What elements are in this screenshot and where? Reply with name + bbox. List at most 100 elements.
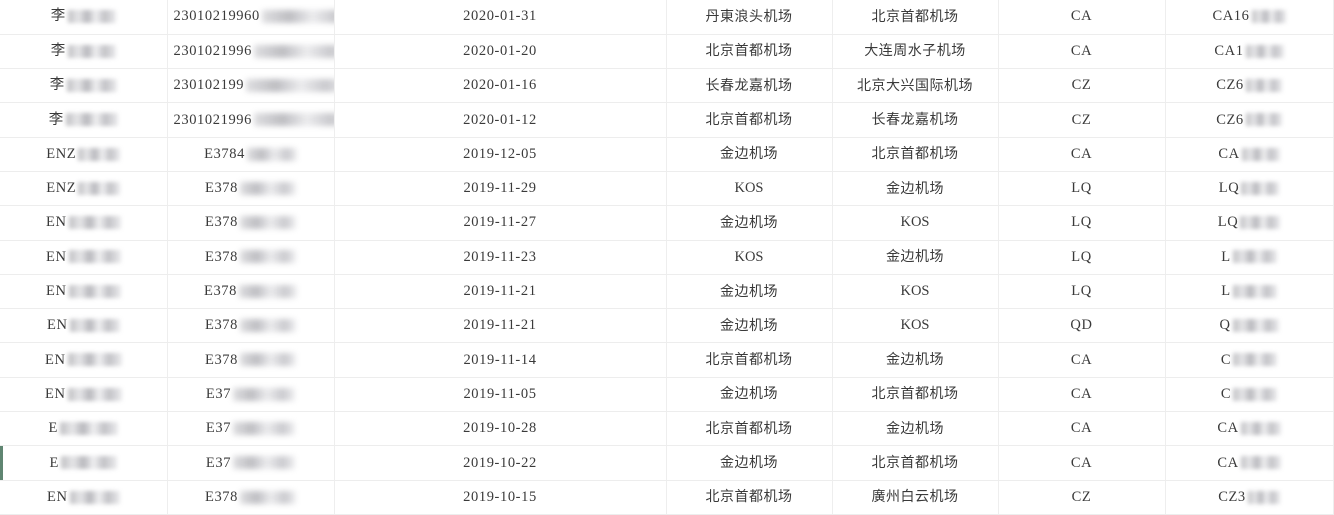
cell-id-number[interactable]: E378	[167, 480, 335, 515]
cell-name[interactable]: EN	[0, 205, 168, 241]
cell-id-number[interactable]: E37	[167, 377, 335, 413]
cell-departure-airport[interactable]: 金边机场	[666, 445, 833, 481]
cell-airline-code[interactable]: CA	[998, 0, 1166, 35]
cell-flight-number[interactable]: CZ6	[1165, 102, 1334, 138]
cell-departure-airport[interactable]: 北京首都机场	[666, 102, 833, 138]
cell-date[interactable]: 2019-11-21	[334, 274, 667, 310]
cell-airline-code[interactable]: QD	[998, 308, 1166, 344]
cell-departure-airport[interactable]: 金边机场	[666, 205, 833, 241]
cell-airline-code[interactable]: CZ	[998, 102, 1166, 138]
cell-arrival-airport[interactable]: KOS	[832, 308, 999, 344]
cell-name[interactable]: E	[0, 445, 168, 481]
cell-departure-airport[interactable]: 长春龙嘉机场	[666, 68, 833, 104]
cell-arrival-airport[interactable]: 大连周水子机场	[832, 34, 999, 70]
cell-departure-airport[interactable]: 金边机场	[666, 137, 833, 172]
cell-id-number[interactable]: E378	[167, 171, 335, 207]
cell-name[interactable]: ENZ	[0, 171, 168, 207]
cell-departure-airport[interactable]: 北京首都机场	[666, 342, 833, 378]
cell-id-number[interactable]: E378	[167, 274, 335, 310]
cell-arrival-airport[interactable]: 北京大兴国际机场	[832, 68, 999, 104]
cell-flight-number[interactable]: C	[1165, 377, 1334, 413]
cell-flight-number[interactable]: CZ6	[1165, 68, 1334, 104]
cell-flight-number[interactable]: Q	[1165, 308, 1334, 344]
cell-flight-number[interactable]: CA	[1165, 137, 1334, 172]
table-row[interactable]: 李 2301021996 2020-01-12 北京首都机场 长春龙嘉机场 CZ CZ6	[0, 102, 1334, 138]
cell-airline-code[interactable]: CA	[998, 411, 1166, 447]
cell-departure-airport[interactable]: 金边机场	[666, 308, 833, 344]
cell-id-number[interactable]: E37	[167, 411, 335, 447]
cell-date[interactable]: 2019-11-05	[334, 377, 667, 413]
cell-departure-airport[interactable]: KOS	[666, 240, 833, 275]
cell-airline-code[interactable]: LQ	[998, 171, 1166, 207]
cell-flight-number[interactable]: CA1	[1165, 34, 1334, 70]
cell-departure-airport[interactable]: 北京首都机场	[666, 34, 833, 70]
cell-airline-code[interactable]: CA	[998, 445, 1166, 481]
cell-airline-code[interactable]: CA	[998, 377, 1166, 413]
cell-date[interactable]: 2019-10-22	[334, 445, 667, 481]
cell-airline-code[interactable]: LQ	[998, 274, 1166, 310]
cell-departure-airport[interactable]: 丹東浪头机场	[666, 0, 833, 35]
cell-arrival-airport[interactable]: 金边机场	[832, 171, 999, 207]
cell-date[interactable]: 2020-01-31	[334, 0, 667, 35]
cell-flight-number[interactable]: C	[1165, 342, 1334, 378]
cell-name[interactable]: EN	[0, 342, 168, 378]
cell-date[interactable]: 2019-11-21	[334, 308, 667, 344]
cell-date[interactable]: 2020-01-16	[334, 68, 667, 104]
cell-arrival-airport[interactable]: 北京首都机场	[832, 445, 999, 481]
cell-id-number[interactable]: 23010219960	[167, 0, 335, 35]
cell-name[interactable]: 李	[0, 102, 168, 138]
cell-airline-code[interactable]: LQ	[998, 205, 1166, 241]
cell-flight-number[interactable]: LQ	[1165, 171, 1334, 207]
cell-airline-code[interactable]: CZ	[998, 68, 1166, 104]
cell-date[interactable]: 2019-11-27	[334, 205, 667, 241]
cell-arrival-airport[interactable]: 金边机场	[832, 342, 999, 378]
cell-arrival-airport[interactable]: 北京首都机场	[832, 0, 999, 35]
cell-id-number[interactable]: 230102199	[167, 68, 335, 104]
cell-date[interactable]: 2020-01-12	[334, 102, 667, 138]
cell-date[interactable]: 2019-11-14	[334, 342, 667, 378]
cell-arrival-airport[interactable]: 北京首都机场	[832, 377, 999, 413]
cell-arrival-airport[interactable]: KOS	[832, 205, 999, 241]
cell-name[interactable]: EN	[0, 308, 168, 344]
cell-flight-number[interactable]: CA	[1165, 411, 1334, 447]
cell-arrival-airport[interactable]: 金边机场	[832, 411, 999, 447]
cell-date[interactable]: 2019-12-05	[334, 137, 667, 172]
cell-name[interactable]: 李	[0, 0, 168, 35]
cell-flight-number[interactable]: L	[1165, 274, 1334, 310]
cell-id-number[interactable]: E37	[167, 445, 335, 481]
cell-departure-airport[interactable]: 金边机场	[666, 274, 833, 310]
table-row[interactable]: 李 230102199 2020-01-16 长春龙嘉机场 北京大兴国际机场 CZ CZ6	[0, 68, 1334, 104]
cell-id-number[interactable]: E378	[167, 308, 335, 344]
cell-id-number[interactable]: E3784	[167, 137, 335, 172]
cell-date[interactable]: 2019-10-28	[334, 411, 667, 447]
cell-id-number[interactable]: E378	[167, 240, 335, 275]
cell-flight-number[interactable]: CA	[1165, 445, 1334, 481]
cell-flight-number[interactable]: L	[1165, 240, 1334, 275]
cell-arrival-airport[interactable]: 廣州白云机场	[832, 480, 999, 515]
cell-departure-airport[interactable]: 北京首都机场	[666, 411, 833, 447]
cell-airline-code[interactable]: LQ	[998, 240, 1166, 275]
cell-date[interactable]: 2020-01-20	[334, 34, 667, 70]
cell-name[interactable]: 李	[0, 34, 168, 70]
cell-name[interactable]: EN	[0, 274, 168, 310]
cell-departure-airport[interactable]: 金边机场	[666, 377, 833, 413]
cell-airline-code[interactable]: CA	[998, 137, 1166, 172]
cell-arrival-airport[interactable]: 金边机场	[832, 240, 999, 275]
cell-date[interactable]: 2019-11-23	[334, 240, 667, 275]
cell-name[interactable]: ENZ	[0, 137, 168, 172]
cell-name[interactable]: EN	[0, 377, 168, 413]
cell-airline-code[interactable]: CA	[998, 34, 1166, 70]
cell-airline-code[interactable]: CA	[998, 342, 1166, 378]
cell-date[interactable]: 2019-10-15	[334, 480, 667, 515]
cell-arrival-airport[interactable]: KOS	[832, 274, 999, 310]
